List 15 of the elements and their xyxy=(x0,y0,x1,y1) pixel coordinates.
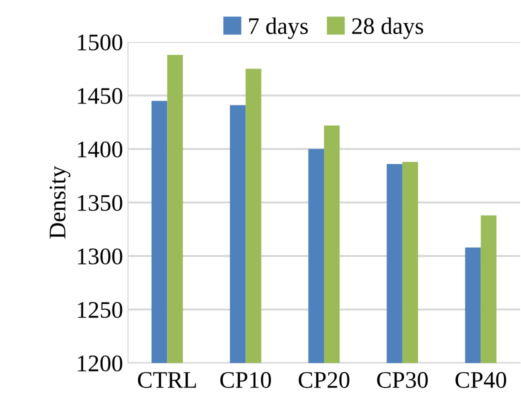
x-tick-label: CP10 xyxy=(220,372,271,388)
y-tick-label: 1500 xyxy=(78,34,122,50)
y-tick-label: 1350 xyxy=(78,194,122,211)
y-tick-label: 1450 xyxy=(78,88,122,104)
x-tick-label: CP40 xyxy=(456,372,506,388)
x-tick-label: CTRL xyxy=(138,372,196,388)
legend-label: 7 days xyxy=(249,17,308,39)
y-tick-label: 1400 xyxy=(78,141,122,158)
legend-label: 28 days xyxy=(352,17,424,39)
x-tick-label: CP30 xyxy=(377,372,428,388)
y-tick-label: 1200 xyxy=(78,355,122,372)
x-tick-label: CP20 xyxy=(298,372,350,388)
y-axis-title: Density xyxy=(50,166,70,239)
y-tick-label: 1250 xyxy=(78,302,122,318)
y-tick-label: 1300 xyxy=(78,248,122,264)
